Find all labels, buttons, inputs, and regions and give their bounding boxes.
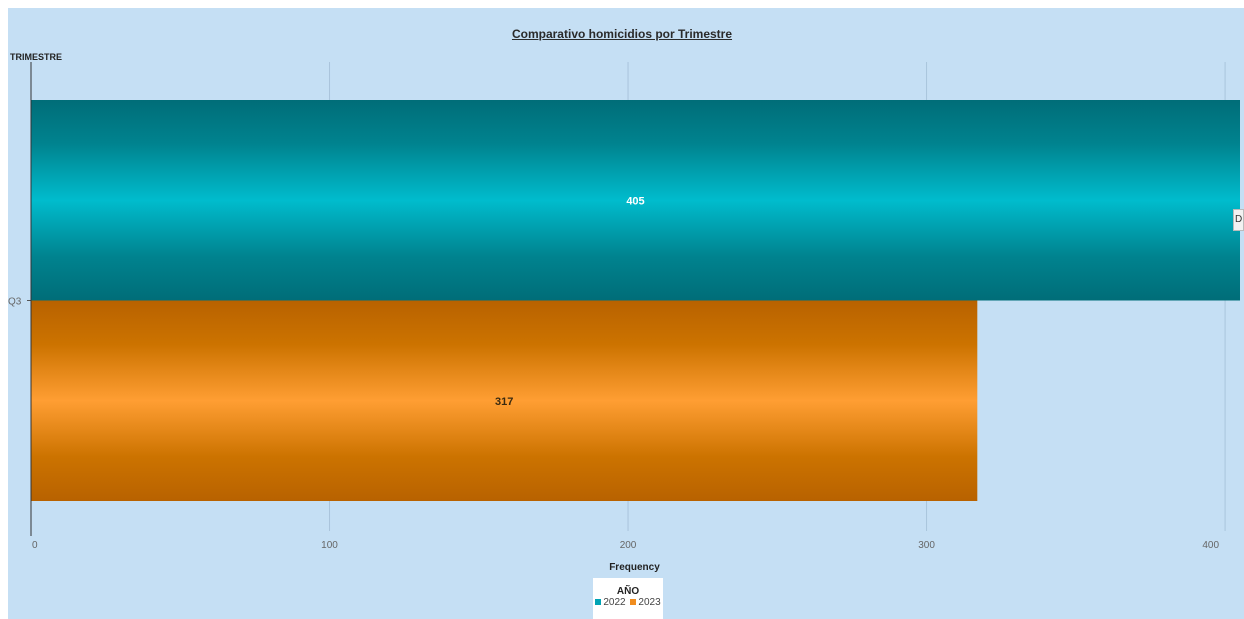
x-tick-label-300: 300 bbox=[918, 540, 935, 551]
legend: AÑO 2022 2023 bbox=[593, 578, 663, 619]
data-label-2022-Q3: 405 bbox=[626, 195, 644, 207]
x-tick-label-200: 200 bbox=[620, 540, 637, 551]
side-tab[interactable]: D bbox=[1233, 209, 1244, 231]
legend-item-2022[interactable]: 2022 bbox=[595, 597, 626, 608]
y-axis-title: TRIMESTRE bbox=[10, 52, 63, 62]
x-tick-label-400: 400 bbox=[1202, 540, 1219, 551]
bar-2023-Q3[interactable] bbox=[31, 300, 978, 502]
legend-title: AÑO bbox=[616, 586, 640, 597]
legend-label-2022: 2022 bbox=[603, 597, 626, 608]
chart-title: Comparativo homicidios por Trimestre bbox=[511, 27, 733, 41]
legend-swatch-2023 bbox=[630, 599, 637, 605]
data-label-2023-Q3: 317 bbox=[495, 396, 513, 408]
y-tick-label-Q3: Q3 bbox=[8, 297, 22, 308]
x-axis-title: Frequency bbox=[609, 562, 660, 573]
legend-swatch-2022 bbox=[595, 599, 602, 605]
x-tick-label-0: 0 bbox=[32, 540, 38, 551]
x-tick-label-100: 100 bbox=[321, 540, 338, 551]
bar-2022-Q3[interactable] bbox=[31, 100, 1240, 301]
legend-label-2023: 2023 bbox=[638, 597, 661, 608]
legend-item-2023[interactable]: 2023 bbox=[630, 597, 661, 608]
